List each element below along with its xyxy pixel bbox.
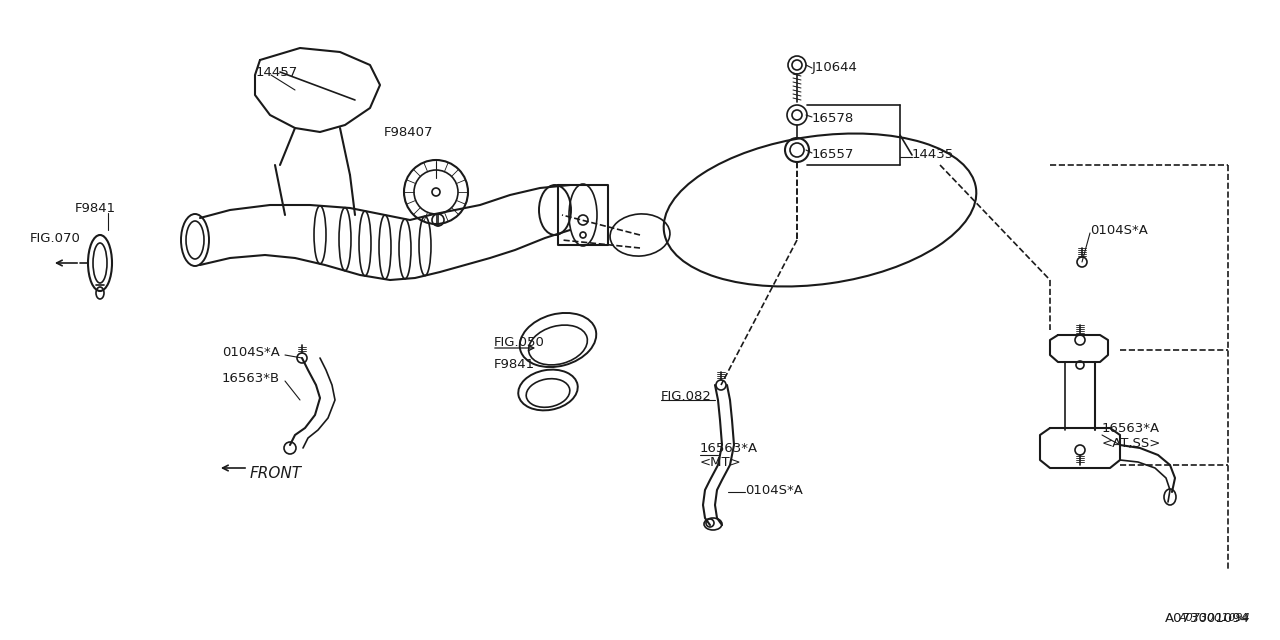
- Text: A073001094: A073001094: [1165, 611, 1251, 625]
- Text: 0104S*A: 0104S*A: [1091, 223, 1148, 237]
- Text: FIG.070: FIG.070: [29, 232, 81, 244]
- Text: 0104S*A: 0104S*A: [745, 483, 803, 497]
- Text: 16557: 16557: [812, 148, 854, 161]
- Text: F9841: F9841: [76, 202, 116, 214]
- Text: 16563*A: 16563*A: [1102, 422, 1160, 435]
- Text: F98407: F98407: [384, 125, 434, 138]
- Text: A073001094: A073001094: [1179, 613, 1251, 623]
- Text: F9841: F9841: [494, 358, 535, 371]
- Text: J10644: J10644: [812, 61, 858, 74]
- Text: <MT>: <MT>: [700, 456, 741, 470]
- Text: FRONT: FRONT: [250, 465, 302, 481]
- Text: 0104S*A: 0104S*A: [221, 346, 280, 360]
- Text: FIG.082: FIG.082: [660, 390, 712, 403]
- Text: 14435: 14435: [911, 148, 955, 161]
- Text: 14457: 14457: [256, 65, 298, 79]
- Text: 16563*B: 16563*B: [221, 371, 280, 385]
- Text: FIG.050: FIG.050: [494, 337, 545, 349]
- Text: 16563*A: 16563*A: [700, 442, 758, 454]
- Text: 16578: 16578: [812, 111, 854, 125]
- Text: <AT,SS>: <AT,SS>: [1102, 436, 1161, 449]
